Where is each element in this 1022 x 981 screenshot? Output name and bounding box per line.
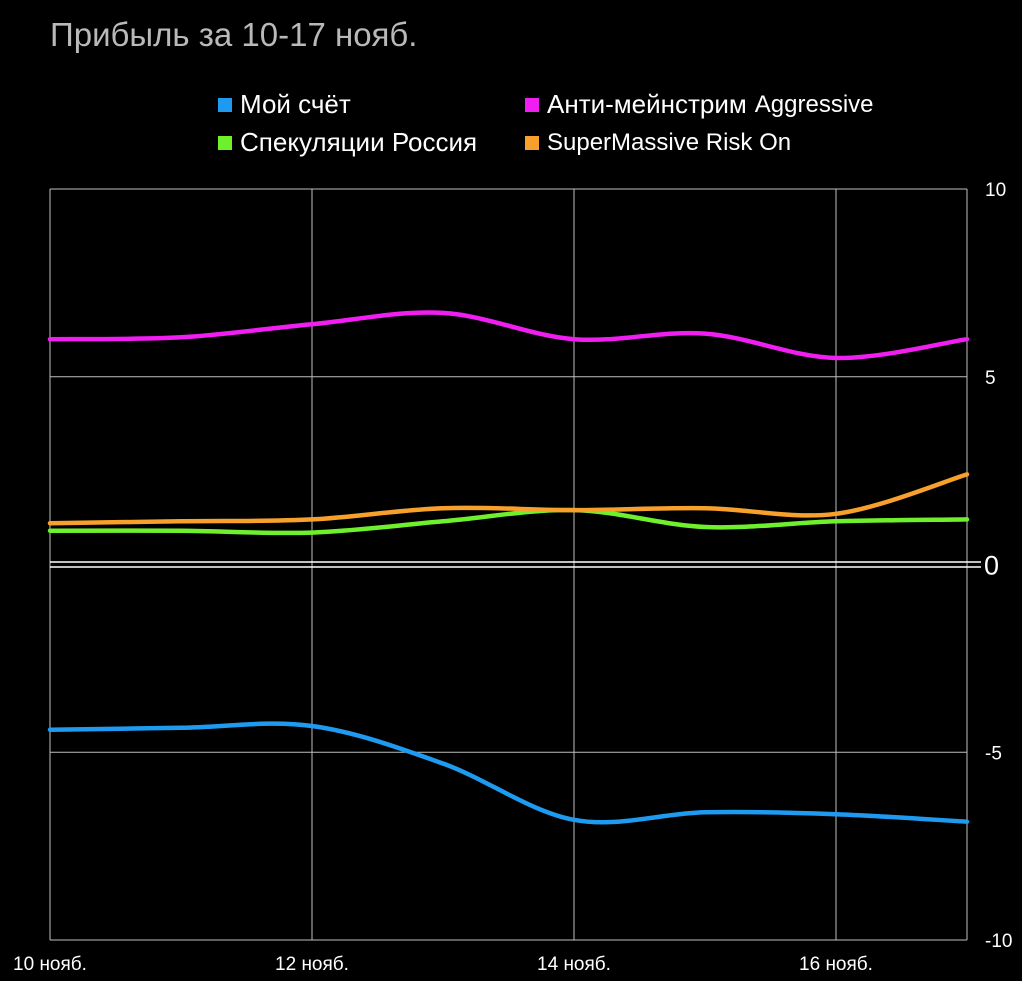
y-tick-label: -5 [985, 743, 1002, 764]
y-tick-label: 5 [985, 368, 996, 389]
legend-label: Спекуляции Россия [240, 127, 478, 157]
x-tick-label: 16 нояб. [799, 954, 873, 975]
legend-swatch [525, 136, 539, 150]
legend-label: Мой счёт [240, 89, 351, 119]
legend-item-supermassive-risk-on: SuperMassive Risk On [525, 129, 791, 157]
y-tick-label: 0 [984, 551, 999, 581]
series-line-1 [47, 310, 970, 361]
legend-item-anti-meinstrim: Анти-мейнстрим Aggressive [525, 89, 874, 120]
tick-labels: 10 5 0 -5 -10 10 нояб. 12 нояб. 14 нояб. 16 нояб… [13, 180, 1012, 975]
legend-swatch [218, 135, 232, 150]
legend-label: Анти-мейнстрим [547, 89, 747, 119]
series-line-2 [47, 507, 970, 536]
chart-title: Прибыль за 10-17 нояб. [50, 16, 418, 53]
legend-label: SuperMassive Risk On [547, 129, 792, 156]
legend-item-spekulyatsii-rossiya: Спекуляции Россия [218, 127, 477, 158]
x-tick-label: 14 нояб. [537, 954, 611, 975]
series-line-3 [47, 472, 970, 526]
x-tick-label: 10 нояб. [13, 954, 87, 975]
zero-line [50, 561, 981, 568]
legend-item-moy-schet: Мой счёт [218, 89, 351, 120]
legend-label-suffix: Aggressive [754, 90, 874, 118]
legend-swatch [525, 97, 539, 112]
y-tick-label: -10 [985, 931, 1012, 952]
legend-swatch [218, 97, 232, 112]
x-tick-label: 12 нояб. [275, 954, 349, 975]
series-line-0 [47, 721, 970, 825]
y-tick-label: 10 [985, 180, 1006, 201]
grid [49, 188, 968, 941]
series-lines [47, 310, 970, 825]
